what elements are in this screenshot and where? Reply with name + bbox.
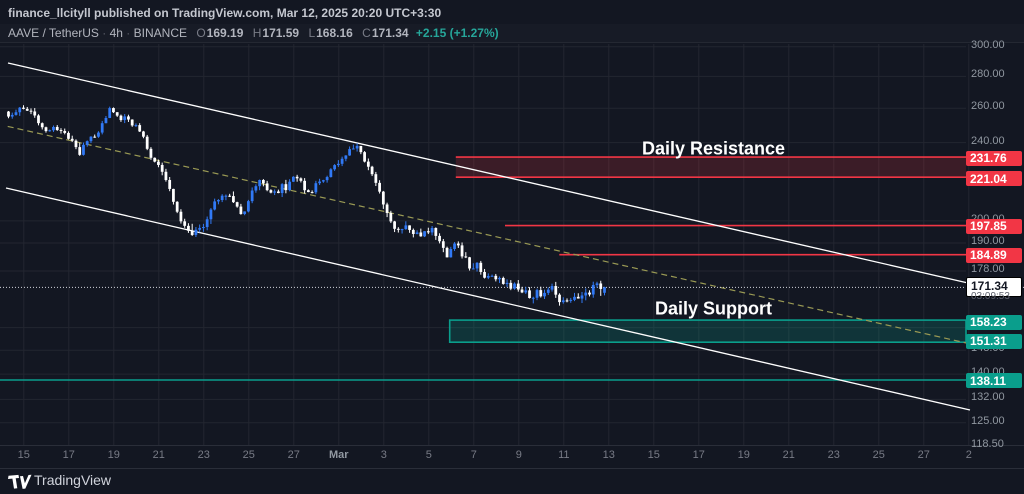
svg-text:Daily Support: Daily Support [655, 299, 772, 319]
svg-text:Daily Resistance: Daily Resistance [642, 139, 785, 159]
